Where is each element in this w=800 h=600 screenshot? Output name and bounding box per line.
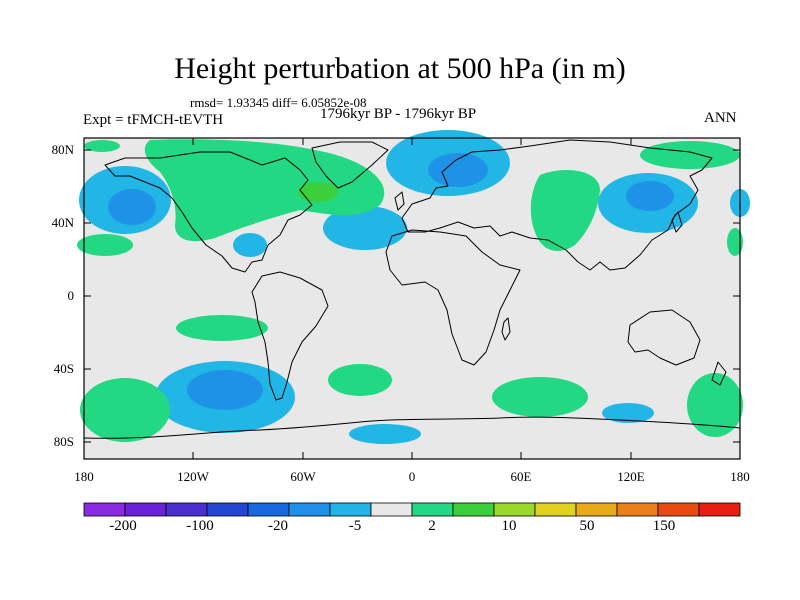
colorbar-box [411,502,454,517]
colorbar [83,502,741,517]
colorbar-box [247,502,290,517]
lat-label: 0 [67,288,75,303]
axis-ticks [83,138,741,459]
anomaly-positive [687,373,743,437]
colorbar-box [575,502,618,517]
colorbar-box [370,502,413,517]
anomaly-positive [77,234,133,256]
anomaly-positive-core [298,182,338,202]
anomaly-positive [530,170,600,251]
anomaly-negative-core [108,189,156,225]
colorbar-box [124,502,167,517]
lon-label: 120E [617,469,645,484]
coastline-uk [394,191,405,211]
colorbar-label: -5 [348,518,362,534]
anomaly-negative-core [626,181,674,211]
anomaly-negative-core [187,370,263,410]
lat-label: 80S [53,434,74,449]
anomaly-positive [492,377,588,417]
anomaly-positive [80,378,170,442]
colorbar-box [206,502,249,517]
anomaly-positive [144,139,385,242]
coastlines [83,139,741,439]
colorbar-label: 2 [428,518,436,534]
anomaly-negative [602,403,654,423]
colorbar-box [83,502,126,517]
colorbar-box [534,502,577,517]
coastline-antarctica [83,416,741,439]
lon-label: 120W [177,469,209,484]
coastline-new-zealand [711,361,727,386]
colorbar-label: -200 [109,518,137,534]
anomaly-positive [84,140,120,152]
coastline-japan [671,211,683,233]
lon-label: 180 [730,469,750,484]
coastline-africa [385,229,521,366]
figure-title: Height perturbation at 500 hPa (in m) [174,52,626,85]
anomaly-negative [323,206,407,250]
experiment-label: Expt = tFMCH-tEVTH [83,112,224,128]
lon-label: 0 [408,469,416,484]
colorbar-box [493,502,536,517]
anomaly-negative-core [428,153,488,187]
lat-label: 40S [53,361,74,376]
coastline-australia [627,309,701,366]
lon-label: 60W [290,469,316,484]
stats-text: rmsd= 1.93345 diff= 6.05852e-08 [190,95,367,110]
colorbar-box [288,502,331,517]
colorbar-box [329,502,372,517]
coastline-greenland [311,141,389,189]
colorbar-box [165,502,208,517]
anomaly-positive [176,315,268,341]
coastline-north-america [104,151,313,273]
colorbar-box [698,502,741,517]
lon-label: 60E [510,469,532,484]
lon-label: 180 [74,469,94,484]
colorbar-box [452,502,495,517]
anomaly-positive [328,364,392,396]
season-label: ANN [704,110,737,126]
anomaly-negative [349,424,421,444]
colorbar-box [616,502,659,517]
colorbar-label: -100 [186,518,214,534]
colorbar-label: 150 [652,518,676,534]
coastline-madagascar [501,317,511,341]
lat-label: 40N [51,215,74,230]
colorbar-label: 50 [579,518,595,534]
anomaly-positive [640,141,740,169]
period-label: 1796kyr BP - 1796kyr BP [320,106,477,122]
colorbar-box [657,502,700,517]
colorbar-label: -20 [268,518,288,534]
coastline-south-america [251,271,329,401]
lat-label: 80N [51,142,74,157]
anomaly-positive [727,228,743,256]
colorbar-label: 10 [501,518,517,534]
coastline-eurasia [401,139,713,271]
anomaly-negative [233,233,267,257]
